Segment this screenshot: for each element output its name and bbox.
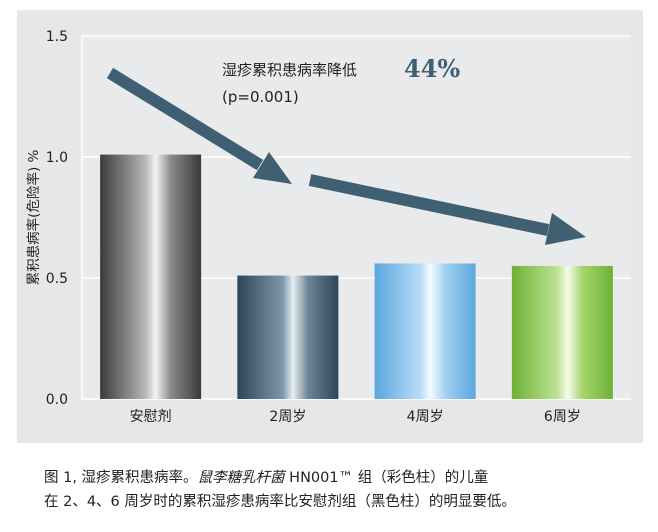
x-tick-label: 4周岁	[407, 409, 444, 425]
trend-arrow-1-head	[253, 152, 292, 184]
figure-caption: 图 1, 湿疹累积患病率。鼠李糖乳杆菌 HN001™ 组（彩色柱）的儿童 在 2…	[44, 466, 644, 514]
x-tick-label: 2周岁	[269, 409, 306, 425]
y-tick-label: 0.5	[46, 271, 68, 287]
annotation-percent: 44%	[404, 54, 460, 83]
annotation-pvalue: (p=0.001)	[222, 88, 299, 106]
caption-line-1: 图 1, 湿疹累积患病率。鼠李糖乳杆菌 HN001™ 组（彩色柱）的儿童	[44, 466, 644, 490]
caption-suffix: HN001™ 组（彩色柱）的儿童	[284, 470, 489, 486]
x-tick-label: 安慰剂	[130, 408, 172, 425]
bar	[237, 275, 339, 399]
y-axis-label: 累积患病率(危险率) %	[25, 150, 42, 286]
caption-prefix: 图 1, 湿疹累积患病率。	[44, 470, 198, 486]
plot-area: 0.0 0.5 1.0 1.5 累积患病率(危险率) % 安慰剂 2周岁 4周岁 6周岁 湿疹累积…	[25, 29, 631, 425]
annotation-text: 湿疹累积患病率降低	[222, 61, 357, 79]
caption-line-2: 在 2、4、6 周岁时的累积湿疹患病率比安慰剂组（黑色柱）的明显要低。	[44, 494, 516, 510]
y-tick-label: 1.5	[46, 29, 68, 45]
bar	[511, 265, 613, 399]
trend-arrow-1-shaft	[106, 67, 264, 171]
x-tick-label: 6周岁	[544, 409, 581, 425]
bar	[100, 154, 202, 399]
y-tick-label: 1.0	[46, 150, 68, 166]
y-tick-label: 0.0	[46, 392, 68, 408]
bar	[374, 263, 476, 399]
trend-arrow-2-head	[545, 213, 586, 245]
caption-species: 鼠李糖乳杆菌	[197, 470, 285, 486]
trend-arrow-2-shaft	[308, 174, 550, 236]
